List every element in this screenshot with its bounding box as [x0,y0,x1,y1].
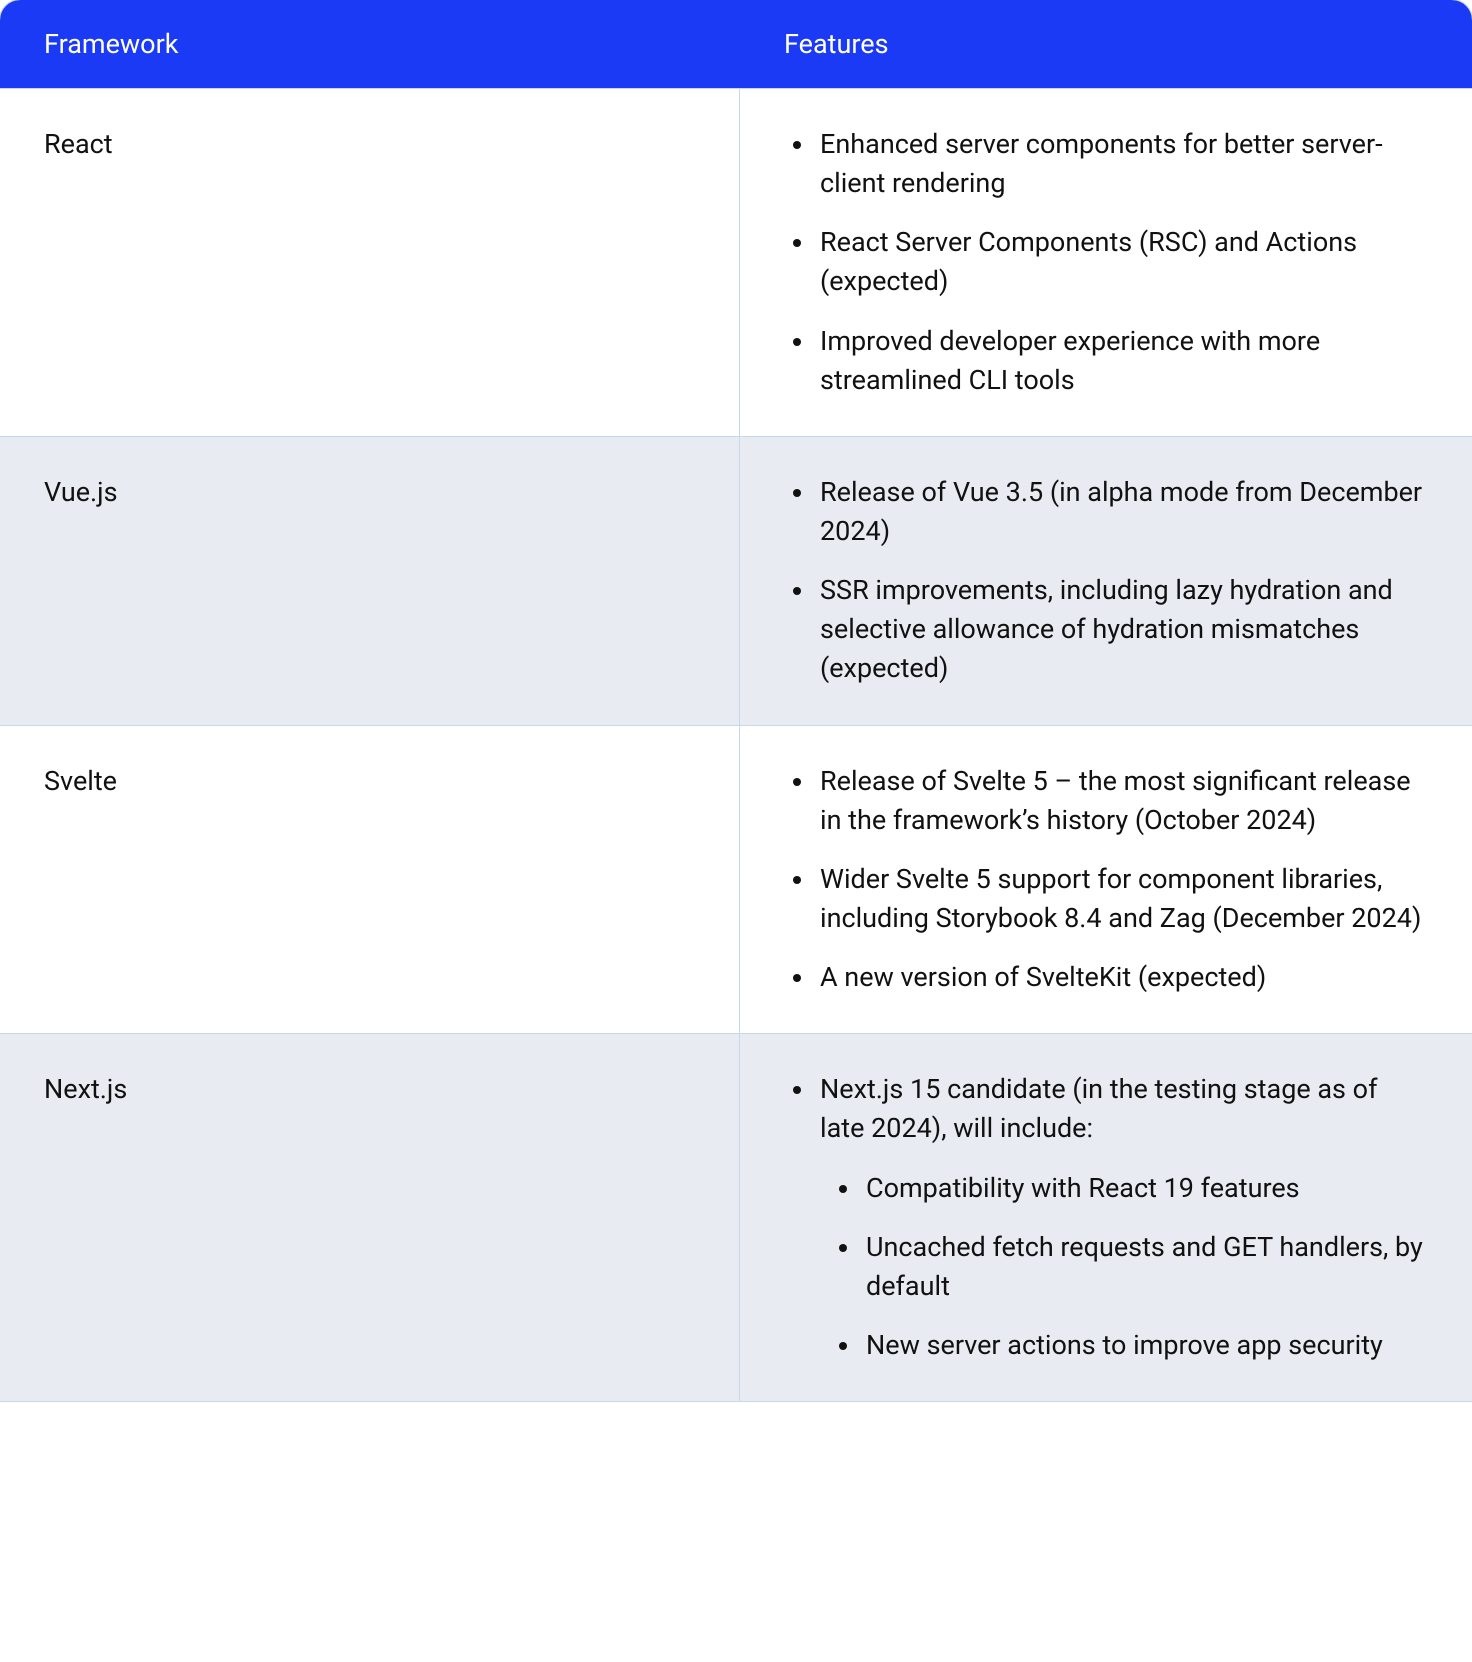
feature-sub-item: Compatibility with React 19 features [862,1169,1428,1208]
table-row: Vue.js Release of Vue 3.5 (in alpha mode … [0,436,1472,725]
features-cell: Release of Svelte 5 – the most significa… [740,725,1472,1034]
feature-item: Wider Svelte 5 support for component lib… [816,860,1428,938]
features-cell: Enhanced server components for better se… [740,88,1472,436]
framework-cell: React [0,88,740,436]
feature-item: Release of Svelte 5 – the most significa… [816,762,1428,840]
table-header-row: Framework Features [0,0,1472,88]
feature-list: Enhanced server components for better se… [784,125,1428,400]
framework-cell: Next.js [0,1033,740,1401]
framework-cell: Svelte [0,725,740,1034]
feature-sub-item: New server actions to improve app securi… [862,1326,1428,1365]
table-row: Svelte Release of Svelte 5 – the most sig… [0,725,1472,1034]
feature-text: A new version of SvelteKit (expected) [820,961,1266,993]
feature-text: Enhanced server components for better se… [820,128,1383,199]
feature-text: Wider Svelte 5 support for component lib… [820,863,1421,934]
header-features: Features [740,0,1472,88]
feature-item: Next.js 15 candidate (in the testing sta… [816,1070,1428,1365]
feature-sub-list: Compatibility with React 19 features Unca… [820,1169,1428,1366]
feature-sub-item: Uncached fetch requests and GET handlers… [862,1228,1428,1306]
table-row: Next.js Next.js 15 candidate (in the test… [0,1033,1472,1401]
feature-text: Release of Vue 3.5 (in alpha mode from D… [820,476,1422,547]
feature-item: Improved developer experience with more … [816,322,1428,400]
feature-text: React Server Components (RSC) and Action… [820,226,1357,297]
table-body: React Enhanced server components for bett… [0,88,1472,1401]
feature-list: Release of Vue 3.5 (in alpha mode from D… [784,473,1428,689]
framework-cell: Vue.js [0,436,740,725]
table-row: React Enhanced server components for bett… [0,88,1472,436]
feature-text: Next.js 15 candidate (in the testing sta… [820,1073,1377,1144]
frameworks-table: Framework Features React Enhanced server … [0,0,1472,1401]
features-cell: Next.js 15 candidate (in the testing sta… [740,1033,1472,1401]
header-framework: Framework [0,0,740,88]
feature-text: Improved developer experience with more … [820,325,1320,396]
feature-list: Release of Svelte 5 – the most significa… [784,762,1428,998]
feature-list: Next.js 15 candidate (in the testing sta… [784,1070,1428,1365]
feature-item: Enhanced server components for better se… [816,125,1428,203]
feature-item: Release of Vue 3.5 (in alpha mode from D… [816,473,1428,551]
feature-text: SSR improvements, including lazy hydrati… [820,574,1393,684]
feature-item: React Server Components (RSC) and Action… [816,223,1428,301]
feature-item: A new version of SvelteKit (expected) [816,958,1428,997]
feature-item: SSR improvements, including lazy hydrati… [816,571,1428,688]
features-cell: Release of Vue 3.5 (in alpha mode from D… [740,436,1472,725]
feature-text: Release of Svelte 5 – the most significa… [820,765,1411,836]
